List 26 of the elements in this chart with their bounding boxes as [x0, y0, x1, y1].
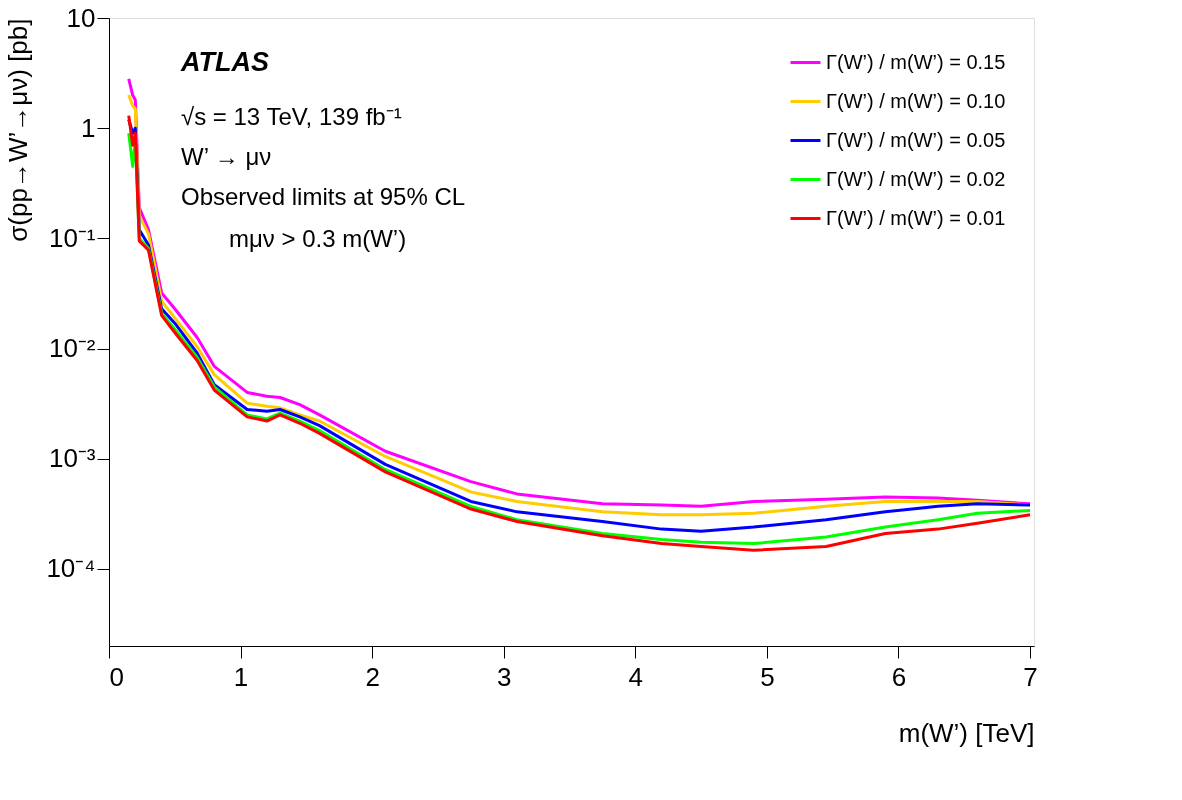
y-tick-label: 10⁻² — [48, 333, 96, 364]
x-tick-label: 1 — [233, 661, 249, 692]
x-tick-label: 4 — [628, 661, 644, 692]
y-tick-label: 10⁻³ — [48, 443, 96, 474]
y-axis-title: σ(pp→W’→μν) [pb] — [3, 18, 34, 242]
x-tick-label: 5 — [760, 661, 775, 692]
legend-label: Γ(W’) / m(W’) = 0.10 — [826, 89, 1006, 112]
legend-label: Γ(W’) / m(W’) = 0.02 — [826, 167, 1006, 190]
legend-label: Γ(W’) / m(W’) = 0.01 — [826, 206, 1006, 229]
x-tick-label: 6 — [891, 661, 907, 692]
y-tick-label: 10 — [66, 2, 96, 33]
x-tick-label: 0 — [109, 661, 124, 692]
x-tick-label: 2 — [365, 661, 380, 692]
legend-label: Γ(W’) / m(W’) = 0.05 — [826, 128, 1006, 151]
annotation: mμν > 0.3 m(W’) — [229, 225, 407, 252]
annotation: ATLAS — [180, 47, 269, 77]
annotation: √s = 13 TeV, 139 fb⁻¹ — [181, 103, 402, 130]
x-tick-label: 3 — [497, 661, 512, 692]
x-axis-title: m(W’) [TeV] — [898, 717, 1035, 748]
annotation: W’ → μν — [181, 143, 272, 170]
y-tick-label: 10⁻¹ — [48, 222, 96, 253]
y-tick-label: 10⁻⁴ — [46, 553, 96, 584]
x-tick-label: 7 — [1023, 661, 1038, 692]
annotation: Observed limits at 95% CL — [181, 183, 466, 210]
legend-label: Γ(W’) / m(W’) = 0.15 — [826, 50, 1006, 73]
y-tick-label: 1 — [81, 112, 96, 143]
